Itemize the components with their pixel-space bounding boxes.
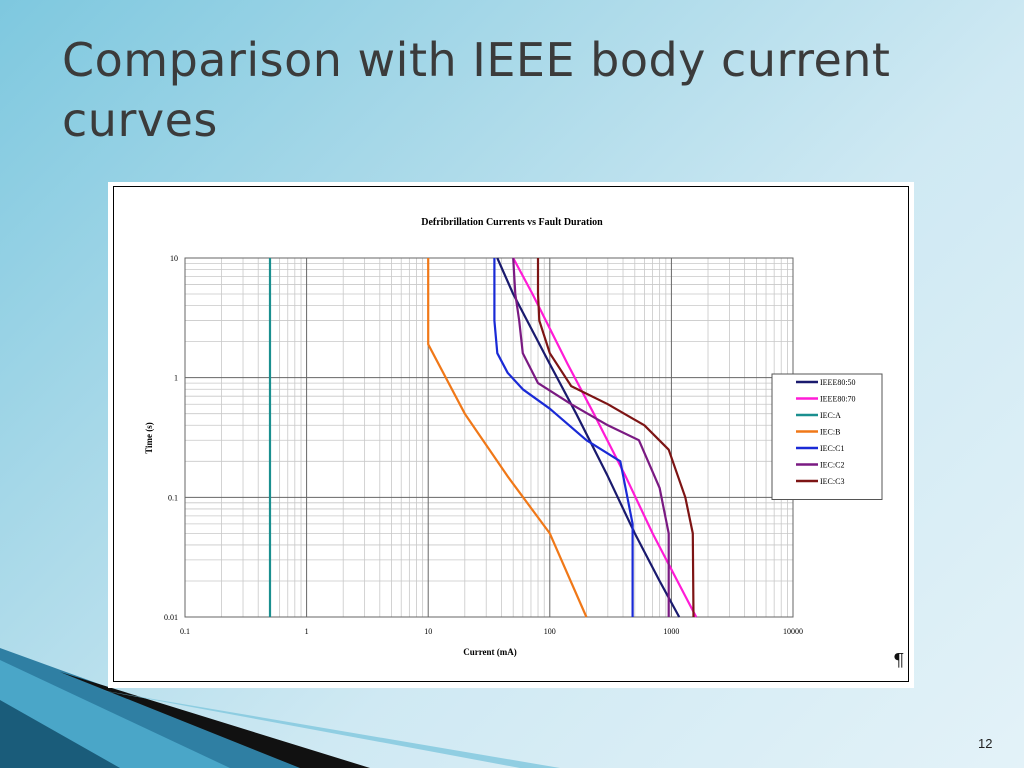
x-tick-label: 0.1: [180, 627, 190, 636]
grid-major: [184, 257, 794, 618]
legend-label: IEC:C2: [820, 461, 844, 470]
series-line-iec-c1: [493, 258, 634, 617]
chart-frame: 0.1 1 10 100 1000 10000 0.01 0.1 1 10 Defribrilla…: [108, 182, 914, 688]
legend-label: IEC:B: [820, 428, 840, 437]
series-line-iec-c2: [512, 257, 670, 617]
x-tick-label: 100: [544, 627, 556, 636]
legend-label: IEEE80:50: [820, 378, 856, 387]
chart-title: Defribrillation Currents vs Fault Durati…: [421, 217, 603, 228]
grid-minor: [185, 258, 793, 617]
legend-label: IEEE80:70: [820, 395, 856, 404]
x-tick-label: 1: [305, 627, 309, 636]
legend: IEEE80:50 IEEE80:70 IEC:A IEC:B IEC:C1 IEC:C2…: [771, 373, 883, 500]
legend-label: IEC:C3: [820, 477, 844, 486]
pilcrow-mark: ¶: [893, 650, 905, 671]
series-line-iec-c3: [536, 258, 695, 618]
x-tick-label: 10000: [783, 627, 803, 636]
legend-entry: IEC:C2: [796, 461, 844, 470]
legend-entry: IEC:C1: [796, 444, 844, 453]
x-tick-label: 1000: [663, 627, 679, 636]
slide-number: 12: [978, 736, 993, 751]
legend-box: [771, 373, 883, 500]
plot-area-border: [184, 257, 794, 618]
legend-entry: IEEE80:70: [796, 395, 856, 404]
legend-entry: IEC:C3: [796, 477, 844, 486]
x-axis-label: Current (mA): [463, 647, 517, 657]
y-tick-label: 10: [170, 254, 178, 263]
legend-label: IEC:A: [820, 411, 841, 420]
series-layer: [268, 257, 698, 618]
y-axis-label: Time (s): [144, 422, 154, 454]
x-tick-label: 10: [424, 627, 432, 636]
series-line-iec-b: [427, 258, 588, 618]
y-tick-label: 0.01: [164, 613, 178, 622]
legend-entry: IEEE80:50: [796, 378, 856, 387]
series-line-ieee80-50: [496, 257, 681, 618]
legend-entry: IEC:B: [796, 428, 840, 437]
legend-label: IEC:C1: [820, 444, 844, 453]
chart-border: [113, 186, 909, 682]
slide-title: Comparison with IEEE body current curves: [62, 33, 891, 147]
y-tick-label: 0.1: [168, 493, 178, 502]
legend-entry: IEC:A: [796, 411, 841, 420]
y-tick-label: 1: [174, 374, 178, 383]
